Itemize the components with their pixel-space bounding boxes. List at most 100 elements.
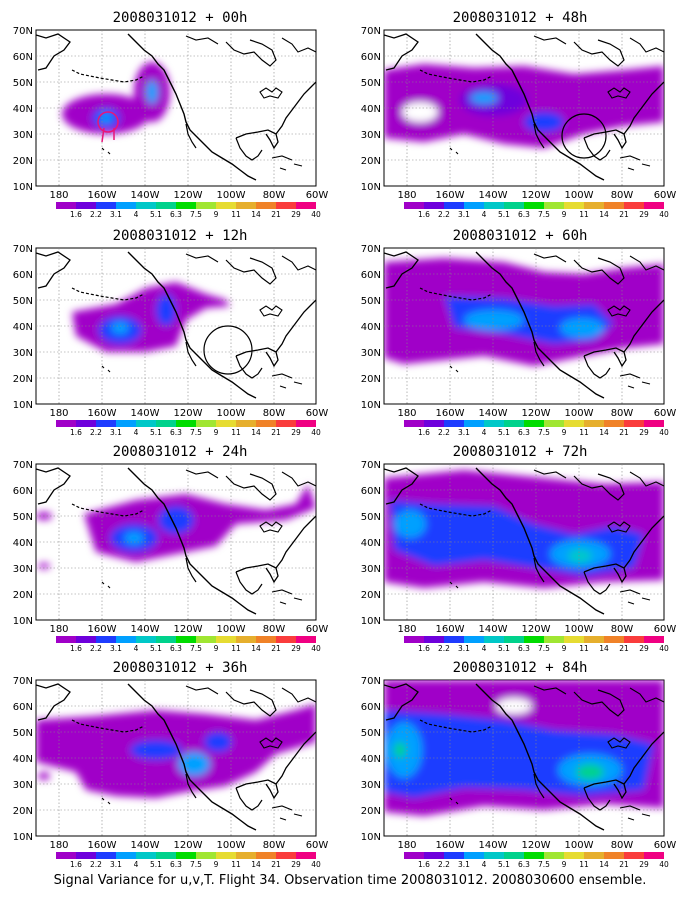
colorbar-label: 1.6	[418, 860, 430, 869]
colorbar-swatch	[296, 420, 316, 427]
lon-tick-label: 100W	[217, 840, 246, 851]
colorbar-swatch	[504, 202, 524, 209]
colorbar-label: 21	[271, 644, 281, 653]
colorbar-label: 29	[639, 860, 649, 869]
colorbar-label: 9	[214, 860, 219, 869]
colorbar-label: 1.6	[418, 428, 430, 437]
lon-tick-label: 120W	[174, 624, 203, 635]
colorbar-swatch	[644, 852, 664, 859]
map-panel-72h: 2008031012 + 72h	[383, 444, 665, 621]
colorbar-label: 6.3	[170, 428, 182, 437]
colorbar-swatch	[276, 420, 296, 427]
colorbar-swatch	[624, 852, 644, 859]
lon-tick-label: 120W	[174, 840, 203, 851]
colorbar-swatch	[544, 202, 564, 209]
colorbar-swatch	[216, 852, 236, 859]
colorbar-label: 21	[619, 860, 629, 869]
colorbar-swatch	[216, 420, 236, 427]
lon-tick-label: 180	[397, 624, 416, 635]
panel-title: 2008031012 + 60h	[453, 228, 588, 244]
panel-title: 2008031012 + 12h	[113, 228, 248, 244]
lat-tick-label: 10N	[13, 832, 33, 843]
colorbar-label: 7.5	[538, 860, 550, 869]
field-level3	[204, 732, 232, 752]
lon-tick-label: 160W	[436, 624, 465, 635]
colorbar-label: 7.5	[190, 860, 202, 869]
colorbar-label: 21	[619, 428, 629, 437]
panel-title: 2008031012 + 00h	[113, 10, 248, 26]
colorbar-label: 2.2	[438, 210, 450, 219]
colorbar-label: 7.5	[538, 644, 550, 653]
colorbar-swatch	[76, 852, 96, 859]
colorbar-label: 7.5	[538, 210, 550, 219]
colorbar-swatch	[176, 852, 196, 859]
colorbar-swatch	[236, 852, 256, 859]
colorbar-label: 9	[562, 210, 567, 219]
colorbar-label: 40	[311, 860, 321, 869]
colorbar-swatch	[524, 420, 544, 427]
colorbar-label: 29	[639, 644, 649, 653]
lat-tick-label: 40N	[361, 322, 381, 333]
colorbar-swatch	[584, 202, 604, 209]
colorbar-label: 14	[251, 644, 261, 653]
lon-tick-label: 120W	[522, 840, 551, 851]
lon-tick-label: 80W	[263, 408, 286, 419]
lon-tick-label: 100W	[217, 408, 246, 419]
field-level4	[560, 318, 604, 338]
lon-tick-label: 120W	[174, 190, 203, 201]
colorbar-label: 40	[311, 210, 321, 219]
colorbar-label: 7.5	[538, 428, 550, 437]
map-panel-24h: 2008031012 + 24h	[35, 444, 317, 621]
colorbar-swatch	[196, 636, 216, 643]
colorbar-swatch	[404, 420, 424, 427]
field-level1	[38, 563, 50, 569]
colorbar-label: 40	[311, 428, 321, 437]
colorbar-swatch	[484, 636, 504, 643]
lat-tick-label: 70N	[13, 460, 33, 471]
colorbar-swatch	[444, 420, 464, 427]
colorbar-swatch	[296, 636, 316, 643]
colorbar-label: 6.3	[170, 644, 182, 653]
colorbar-label: 6.3	[518, 644, 530, 653]
colorbar-label: 3.1	[458, 428, 470, 437]
colorbar-swatch	[196, 202, 216, 209]
field-level4	[146, 80, 158, 104]
colorbar-label: 9	[562, 644, 567, 653]
colorbar-swatch	[444, 852, 464, 859]
colorbar-swatch	[56, 202, 76, 209]
colorbar-label: 5.1	[150, 428, 162, 437]
colorbar-swatch	[96, 852, 116, 859]
colorbar-swatch	[464, 420, 484, 427]
field-level4	[124, 532, 144, 544]
panel-title: 2008031012 + 72h	[453, 444, 588, 460]
colorbar-swatch	[276, 852, 296, 859]
lat-tick-label: 50N	[361, 296, 381, 307]
colorbar-label: 40	[311, 644, 321, 653]
colorbar-swatch	[96, 420, 116, 427]
colorbar-label: 40	[659, 428, 669, 437]
lat-tick-label: 30N	[361, 780, 381, 791]
lon-tick-label: 140W	[131, 840, 160, 851]
lat-tick-label: 10N	[361, 832, 381, 843]
colorbar-swatch	[404, 202, 424, 209]
colorbar-swatch	[524, 202, 544, 209]
field-level6	[394, 742, 406, 758]
map-panel-00h: 2008031012 + 00h	[35, 10, 317, 187]
lat-tick-label: 40N	[361, 104, 381, 115]
target-circle	[97, 111, 119, 133]
colorbar-swatch	[136, 202, 156, 209]
colorbar-label: 2.2	[438, 428, 450, 437]
colorbar-swatch	[176, 202, 196, 209]
lon-tick-label: 80W	[263, 840, 286, 851]
lon-tick-label: 60W	[654, 840, 677, 851]
colorbar-swatch	[604, 852, 624, 859]
lon-tick-label: 80W	[263, 190, 286, 201]
colorbar-swatch	[256, 420, 276, 427]
colorbar-label: 9	[214, 210, 219, 219]
colorbar-swatch	[136, 636, 156, 643]
colorbar-label: 4	[134, 644, 139, 653]
lat-tick-label: 60N	[361, 52, 381, 63]
footer-caption: Signal Variance for u,v,T. Flight 34. Ob…	[54, 873, 647, 888]
lat-tick-label: 70N	[361, 676, 381, 687]
colorbar-label: 21	[619, 644, 629, 653]
